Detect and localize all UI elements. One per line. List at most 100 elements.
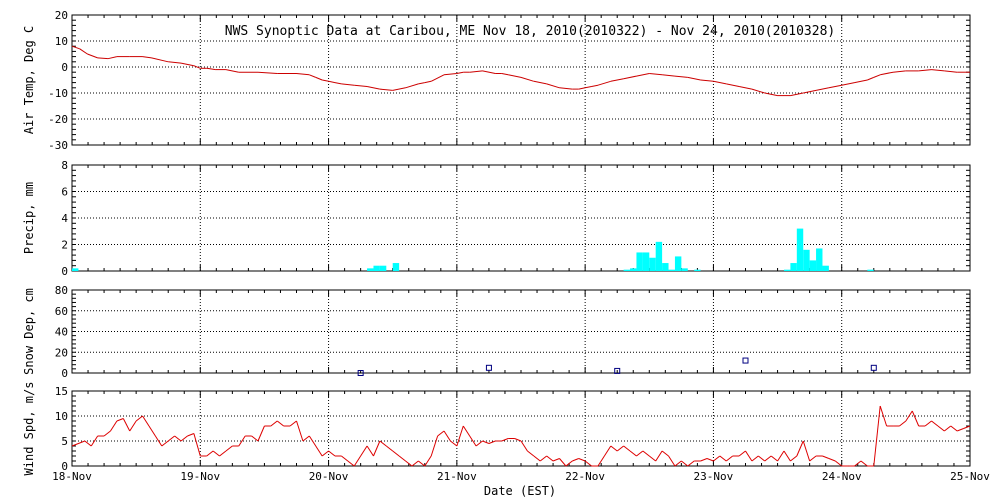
wind-line-segment [905,410,913,422]
temp-y-tick-label: -10 [48,87,68,100]
wind-line-segment [154,435,163,447]
wind-line-segment [834,460,843,467]
wind-line-segment [713,455,721,462]
precip-bar [623,269,631,271]
precip-bar [674,256,682,271]
wind-y-tick-label: 10 [55,410,68,423]
wind-line-segment [328,450,336,457]
wind-line-segment [302,435,310,442]
wind-line-segment [796,440,804,457]
wind-line-segment [719,455,727,462]
wind-line-segment [924,420,932,427]
wind-line-segment [668,455,676,467]
temp-line-segment [180,62,194,67]
precip-bar [694,269,701,271]
wind-line-segment [379,440,387,447]
temp-line-segment [764,92,778,97]
wind-y-tick-label: 0 [61,460,68,473]
precip-bar [649,257,656,271]
temp-line-segment [71,45,80,50]
wind-line-segment [321,450,329,457]
precip-bar [822,265,829,271]
temp-y-tick-label: -30 [48,139,68,152]
temp-line-segment [700,79,714,82]
wind-line-segment [860,460,868,467]
wind-line-segment [347,460,355,467]
wind-line-segment [533,455,541,462]
wind-line-segment [937,425,945,432]
snow-y-tick-label: 60 [55,305,68,318]
wind-line-segment [648,455,657,462]
wind-line-segment [520,440,528,452]
wind-line-segment [572,458,579,462]
temp-line-segment [107,56,118,60]
wind-line-segment [142,415,150,427]
temp-line-segment [379,88,393,91]
temp-line-segment [168,61,182,64]
temp-line-segment [944,70,958,73]
temp-line-segment [726,83,740,87]
wind-line-segment [758,455,766,462]
wind-line-segment [963,425,971,429]
wind-line-segment [745,450,753,462]
wind-line-segment [527,450,535,457]
temp-line-segment [79,48,88,55]
precip-y-tick-label: 2 [61,239,68,252]
wind-line-segment [629,450,637,457]
wind-line-segment [552,458,560,462]
temp-line-segment [328,80,336,84]
snow-y-axis-title: Snow Dep, cm [22,288,36,375]
wind-line-segment [681,460,689,467]
wind-line-segment [296,420,304,442]
precip-bar [809,260,817,271]
temp-line-segment [649,73,663,76]
temp-line-segment [309,74,316,78]
x-tick-label: 22-Nov [565,470,605,483]
snow-point [742,357,749,364]
temp-line-segment [597,80,611,86]
temp-line-segment [687,76,701,81]
temp-line-segment [815,87,829,91]
wind-line-segment [655,450,663,462]
temp-line-segment [206,67,216,71]
snow-point [614,367,621,374]
temp-y-tick-label: -20 [48,113,68,126]
temp-line-segment [578,87,586,90]
wind-line-segment [308,435,317,447]
wind-line-segment [276,420,284,427]
wind-line-segment [809,455,817,462]
snow-y-tick-label: 0 [61,367,68,380]
wind-line-segment [129,420,137,432]
precip-bar [636,252,643,271]
precip-frame [71,164,971,272]
wind-line-segment [802,440,811,462]
precip-y-axis-title: Precip, mm [22,182,36,254]
wind-line-segment [661,450,669,457]
temp-y-tick-label: 20 [55,9,68,22]
temp-line-segment [424,80,432,84]
wind-line-segment [315,445,323,457]
temp-y-tick-label: 10 [55,35,68,48]
wind-line-segment [751,455,759,462]
temp-line-segment [341,83,355,86]
temp-line-segment [366,86,380,90]
wind-line-segment [879,405,888,427]
wind-line-segment [411,460,419,467]
wind-line-segment [911,410,920,427]
temp-line-segment [193,65,201,69]
temp-line-segment [674,75,688,78]
temp-line-segment [257,71,278,74]
temp-y-tick-label: 0 [61,61,68,74]
wind-line-segment [238,435,246,447]
wind-line-segment [456,425,464,447]
wind-line-segment [610,445,618,452]
wind-line-segment [603,445,612,457]
temp-line-segment [751,88,765,94]
wind-line-segment [899,420,907,427]
wind-line-segment [360,445,368,457]
wind-line-segment [430,435,439,457]
wind-line-segment [482,440,490,444]
wind-line-segment [174,435,182,442]
wind-line-segment [398,455,406,462]
precip-bar [803,249,810,271]
